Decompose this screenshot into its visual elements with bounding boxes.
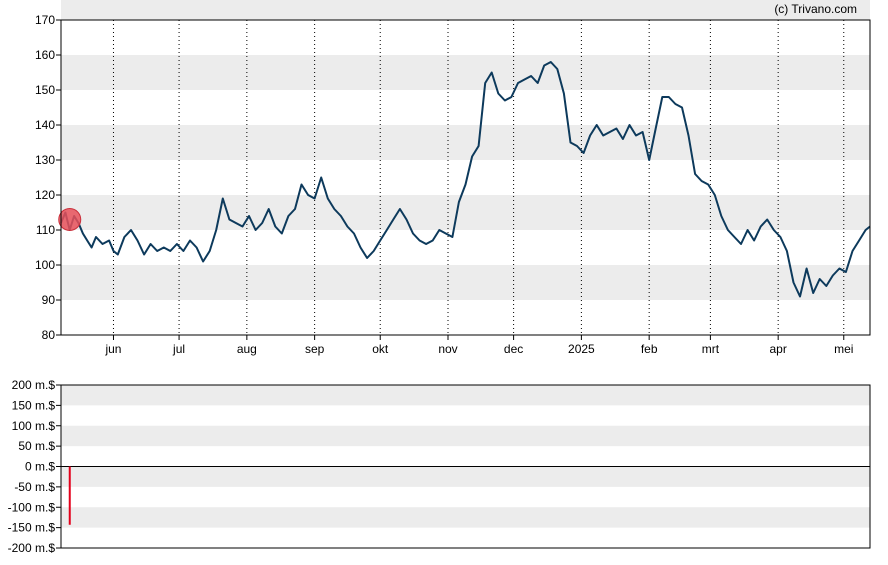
grid-band [61, 507, 870, 528]
price-plot-frame [60, 19, 871, 336]
x-tick-label: mrt [702, 342, 720, 356]
grid-band [61, 466, 870, 487]
x-tick-label: feb [641, 342, 658, 356]
price-panel: jun jul aug sep okt nov dec 2025 feb mrt apr mei 80 9… [35, 0, 871, 356]
x-tick-label: jul [172, 342, 185, 356]
x-tick-label: jun [104, 342, 121, 356]
x-tick-label: 2025 [568, 342, 595, 356]
grid-band [61, 125, 870, 160]
grid-band [61, 0, 870, 20]
y-tick-label: -50 m.$ [14, 480, 55, 494]
y-tick-label: 150 [35, 83, 55, 97]
grid-band [61, 425, 870, 447]
y-tick-label: 130 [35, 153, 55, 167]
y-tick-label: 140 [35, 118, 55, 132]
y-tick-label: -200 m.$ [8, 541, 56, 555]
x-tick-label: okt [372, 342, 389, 356]
x-tick-label: dec [504, 342, 523, 356]
grid-band [61, 55, 870, 90]
y-tick-label: 0 m.$ [25, 460, 55, 474]
y-tick-label: 150 m.$ [12, 398, 56, 412]
y-tick-label: -150 m.$ [8, 521, 56, 535]
y-tick-label: 120 [35, 188, 55, 202]
y-tick-label: -100 m.$ [8, 500, 56, 514]
y-tick-label: 90 [42, 293, 56, 307]
y-tick-label: 160 [35, 48, 55, 62]
volume-panel: 200 m.$ 150 m.$ 100 m.$ 50 m.$ 0 m.$ -50 m.$ -… [8, 378, 871, 555]
grid-band [61, 265, 870, 300]
x-tick-label: nov [438, 342, 457, 356]
grid-band [61, 195, 870, 230]
y-tick-label: 200 m.$ [12, 378, 56, 392]
x-tick-label: apr [769, 342, 786, 356]
price-line [60, 61, 871, 298]
marker-dot [58, 208, 82, 231]
y-tick-label: 110 [36, 223, 55, 237]
x-tick-label: sep [305, 342, 325, 356]
y-tick-label: 100 [35, 258, 55, 272]
y-tick-label: 100 m.$ [12, 419, 56, 433]
y-tick-label: 170 [35, 13, 55, 27]
volume-plot-frame [60, 384, 871, 549]
y-tick-label: 50 m.$ [18, 439, 55, 453]
y-tick-label: 80 [42, 328, 56, 342]
x-tick-label: mei [834, 342, 853, 356]
x-tick-label: aug [237, 342, 257, 356]
watermark-text: (c) Trivano.com [774, 2, 857, 16]
grid-band [61, 385, 870, 406]
